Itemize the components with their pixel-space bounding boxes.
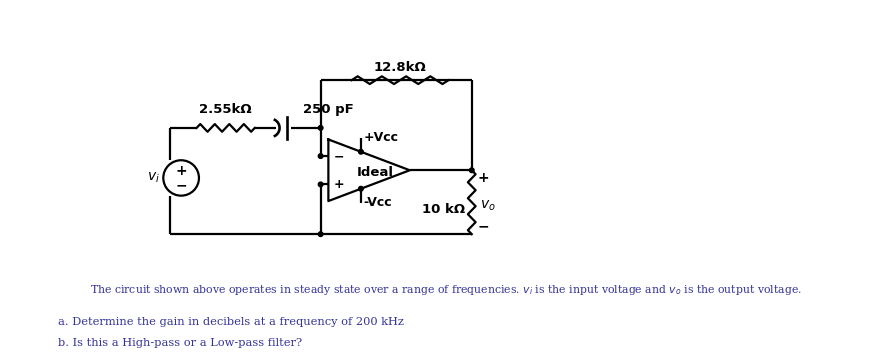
Text: 2.55kΩ: 2.55kΩ — [200, 103, 252, 116]
Text: −: − — [478, 220, 489, 233]
Circle shape — [470, 168, 474, 172]
Text: $v_i$: $v_i$ — [146, 171, 159, 185]
Text: $\mathbf{-}$: $\mathbf{-}$ — [333, 150, 344, 163]
Text: 250 pF: 250 pF — [303, 103, 354, 116]
Circle shape — [358, 186, 364, 191]
Circle shape — [358, 149, 364, 154]
Circle shape — [318, 154, 323, 158]
Text: +Vcc: +Vcc — [364, 131, 399, 144]
Text: b. Is this a High-pass or a Low-pass filter?: b. Is this a High-pass or a Low-pass fil… — [58, 338, 302, 348]
Text: $v_o$: $v_o$ — [479, 199, 495, 213]
Text: -Vcc: -Vcc — [364, 196, 392, 209]
Text: +: + — [478, 171, 489, 185]
Text: The circuit shown above operates in steady state over a range of frequencies. $v: The circuit shown above operates in stea… — [89, 283, 802, 297]
Text: $\mathbf{+}$: $\mathbf{+}$ — [333, 178, 344, 191]
Text: +: + — [176, 164, 187, 178]
Text: 10 kΩ: 10 kΩ — [422, 203, 466, 216]
Circle shape — [318, 182, 323, 187]
Circle shape — [318, 126, 323, 130]
Text: 12.8kΩ: 12.8kΩ — [373, 61, 427, 74]
Circle shape — [318, 232, 323, 237]
Text: a. Determine the gain in decibels at a frequency of 200 kHz: a. Determine the gain in decibels at a f… — [58, 317, 404, 327]
Text: Ideal: Ideal — [357, 166, 394, 179]
Text: −: − — [176, 178, 187, 192]
